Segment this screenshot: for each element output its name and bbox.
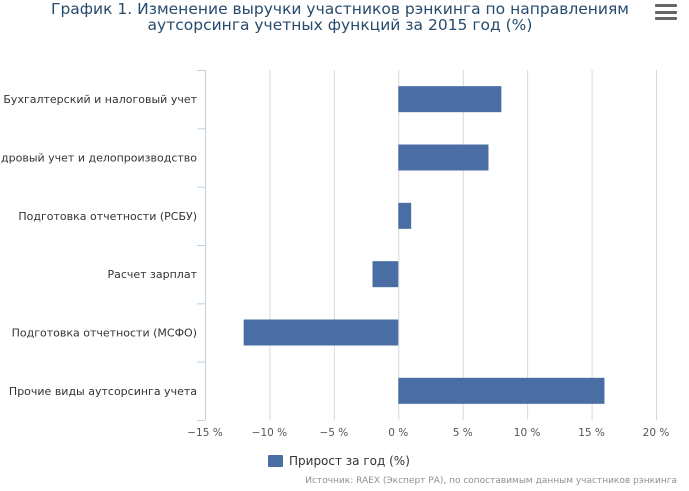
category-label: Бухгалтерский и налоговый учет — [3, 93, 197, 106]
category-label: Подготовка отчетности (РСБУ) — [18, 210, 197, 223]
bar-4 — [243, 319, 399, 346]
legend-label: Прирост за год (%) — [289, 454, 410, 468]
x-tick-label: 10 % — [514, 427, 541, 439]
chart-title-line1: График 1. Изменение выручки участников р… — [51, 0, 629, 18]
x-tick-label: 20 % — [643, 427, 670, 439]
legend[interactable]: Прирост за год (%) — [268, 454, 410, 468]
menu-line — [655, 17, 677, 20]
bar-3 — [372, 261, 399, 288]
bar-2 — [398, 202, 412, 229]
x-tick-label: 5 % — [453, 427, 473, 439]
chart-title-line2: аутсорсинга учетных функций за 2015 год … — [147, 16, 533, 34]
x-tick-label: −15 % — [187, 427, 222, 439]
bar-1 — [398, 144, 489, 171]
category-label: Подготовка отчетности (МСФО) — [12, 327, 197, 340]
x-tick-label: 0 % — [388, 427, 408, 439]
bar-0 — [398, 86, 502, 113]
menu-line — [655, 10, 677, 14]
x-tick-label: −10 % — [252, 427, 287, 439]
legend-swatch — [268, 455, 283, 467]
category-label: Кадровый учет и делопроизводство — [0, 152, 197, 165]
category-label: Прочие виды аутсорсинга учета — [9, 385, 197, 398]
x-tick-label: 15 % — [578, 427, 605, 439]
category-label: Расчет зарплат — [107, 268, 197, 281]
hamburger-menu-icon[interactable] — [655, 4, 677, 20]
x-tick-label: −5 % — [319, 427, 348, 439]
bar-5 — [398, 377, 605, 404]
menu-line — [655, 4, 677, 7]
source-note: Источник: RAEX (Эксперт РА), по сопостав… — [305, 476, 677, 486]
